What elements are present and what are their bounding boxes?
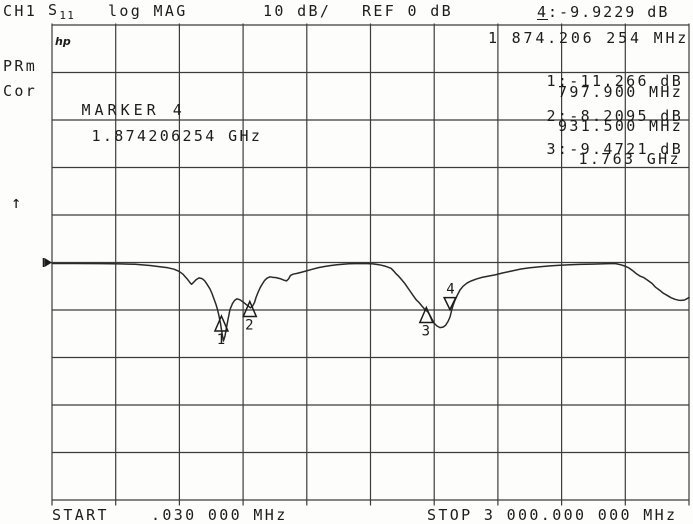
start-frequency-value: .030 000 MHz xyxy=(151,505,288,524)
svg-text:1: 1 xyxy=(217,332,225,348)
format-label: log MAG xyxy=(108,2,188,20)
marker1-value: 1:-11.266 dB xyxy=(546,72,684,90)
s-parameter-label: S11 xyxy=(48,1,75,23)
cor-status-label: Cor xyxy=(3,82,38,100)
svg-text:3: 3 xyxy=(422,323,430,339)
marker3-frequency: 1.763 GHz xyxy=(578,149,681,168)
svg-text:4: 4 xyxy=(446,282,454,298)
start-frequency-label: START xyxy=(52,505,109,524)
scale-label: 10 dB/ xyxy=(263,2,332,20)
graticule-grid xyxy=(51,23,690,506)
svg-text:2: 2 xyxy=(245,317,253,333)
active-marker-frequency: 1 874.206 254 MHz xyxy=(488,28,690,47)
stop-frequency-label: STOP 3 000.000 000 MHz xyxy=(427,505,678,524)
trace-markers: 1 2 3 4 xyxy=(213,282,457,348)
channel-label: CH1 xyxy=(3,2,38,20)
active-marker-readout: 4:-9.9229 dB xyxy=(537,5,669,20)
s-parameter-letter: S xyxy=(48,1,60,19)
active-marker-value: :-9.9229 dB xyxy=(548,3,670,21)
reference-label: REF 0 dB xyxy=(362,2,454,20)
s-parameter-subscript: 11 xyxy=(59,9,76,22)
marker3-value: 3:-9.4721 dB xyxy=(546,140,684,158)
marker-annotation-frequency: 1.874206254 GHz xyxy=(91,126,263,145)
sweep-up-arrow-icon: ↑ xyxy=(11,193,22,213)
marker2-frequency: 931.500 MHz xyxy=(558,117,684,135)
prm-status-label: PRm xyxy=(3,57,38,75)
active-marker-number: 4 xyxy=(537,3,549,21)
reference-level-marker xyxy=(42,258,52,267)
marker-annotation-title: MARKER 4 xyxy=(81,100,186,119)
hp-logo: hp xyxy=(55,35,71,48)
marker1-frequency: 797.900 MHz xyxy=(558,82,684,101)
s11-trace xyxy=(51,262,690,342)
marker2-value: 2:-8.2095 dB xyxy=(546,107,684,125)
